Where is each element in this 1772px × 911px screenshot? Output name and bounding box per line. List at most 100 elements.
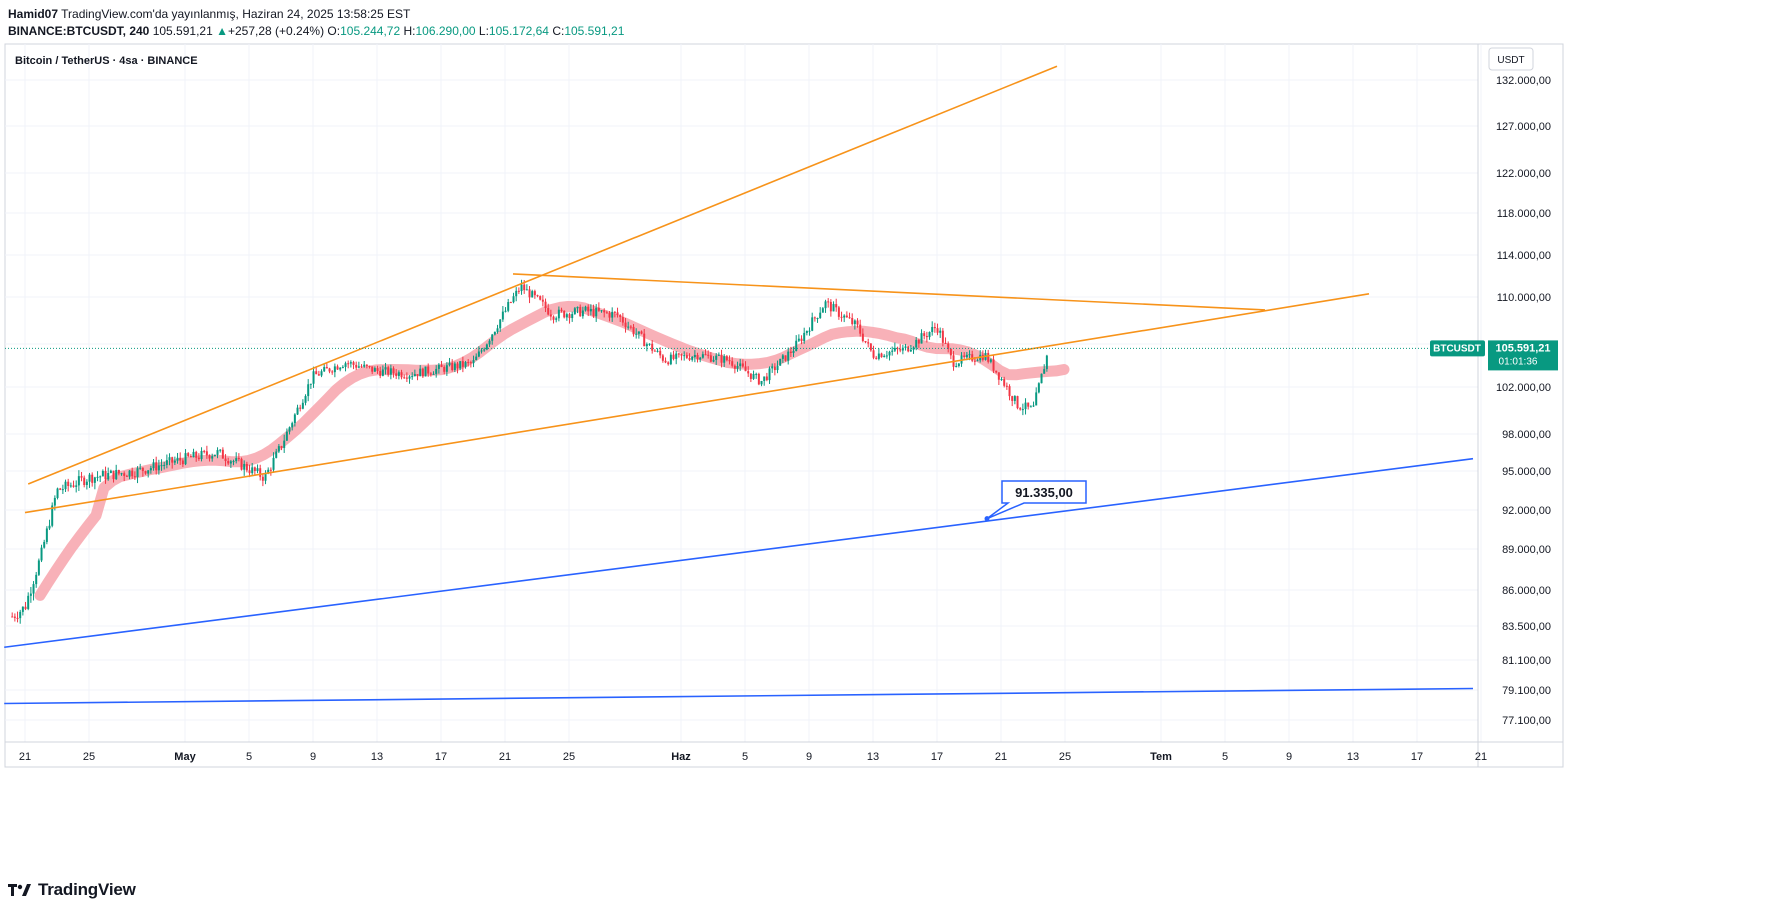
- candle-body: [587, 306, 590, 312]
- currency-button[interactable]: USDT: [1488, 47, 1534, 71]
- candle-body: [189, 456, 192, 458]
- candle-body: [384, 367, 387, 370]
- footer-brand[interactable]: TradingView: [8, 878, 136, 902]
- y-tick-label: 77.100,00: [1502, 715, 1551, 727]
- candle-body: [371, 366, 374, 372]
- candle-body: [691, 357, 694, 360]
- candle-body: [781, 355, 784, 359]
- candle-body: [45, 528, 48, 542]
- x-tick-label: 13: [371, 751, 383, 763]
- candle-body: [243, 463, 246, 470]
- candle-body: [179, 457, 182, 461]
- candle-body: [205, 451, 208, 456]
- x-tick-label: 21: [1475, 751, 1487, 763]
- candle-body: [579, 306, 582, 317]
- candle-body: [160, 465, 163, 467]
- candle-body: [563, 310, 566, 318]
- y-tick-label: 122.000,00: [1496, 168, 1551, 180]
- candle-body: [296, 407, 299, 415]
- candle-body: [467, 362, 470, 364]
- candle-body: [245, 463, 248, 471]
- candle-body: [771, 366, 774, 369]
- candle-body: [909, 349, 912, 352]
- candle-body: [856, 320, 859, 325]
- author-name[interactable]: Hamid07: [8, 7, 59, 21]
- candle-body: [331, 371, 334, 373]
- candle-body: [1016, 396, 1019, 409]
- candle-body: [827, 301, 830, 303]
- y-tick-label: 127.000,00: [1496, 121, 1551, 133]
- candle-body: [77, 476, 80, 486]
- bar-countdown: 01:01:36: [1499, 356, 1538, 367]
- candle-body: [947, 343, 950, 350]
- candle-body: [360, 366, 363, 368]
- candle-body: [832, 304, 835, 312]
- x-tick-label: 21: [19, 751, 31, 763]
- candle-body: [1043, 369, 1046, 374]
- candle-body: [504, 310, 507, 312]
- candle-body: [533, 291, 536, 296]
- y-tick-label: 114.000,00: [1497, 250, 1551, 262]
- candle-body: [581, 310, 584, 317]
- candle-body: [576, 306, 579, 309]
- candle-body: [723, 356, 726, 363]
- candle-body: [291, 423, 294, 428]
- candle-body: [67, 481, 70, 486]
- candle-body: [320, 371, 323, 376]
- candle-body: [661, 355, 664, 361]
- candle-body: [347, 363, 350, 365]
- candle-body: [427, 366, 430, 374]
- x-tick-label: 5: [246, 751, 252, 763]
- candle-body: [541, 299, 544, 302]
- y-tick-label: 92.000,00: [1502, 505, 1551, 517]
- y-tick-label: 98.000,00: [1502, 429, 1551, 441]
- candle-body: [109, 470, 112, 474]
- trendlines[interactable]: [4, 65, 1474, 705]
- candle-body: [928, 332, 931, 338]
- candle-body: [421, 368, 424, 377]
- price-chart[interactable]: 132.000,00 127.000,00 122.000,00 118.000,00…: [0, 0, 1772, 875]
- candle-body: [845, 315, 848, 318]
- candle-body: [309, 383, 312, 385]
- candle-body: [229, 461, 232, 464]
- highlight-curve: [34, 301, 1070, 601]
- candle-body: [168, 457, 171, 461]
- candle-body: [221, 449, 224, 459]
- candle-body: [389, 368, 392, 375]
- candle-body: [963, 355, 966, 358]
- y-tick-label: 83.500,00: [1502, 621, 1551, 633]
- price-annotation[interactable]: 91.335,00: [984, 480, 1087, 522]
- candle-body: [603, 310, 606, 313]
- candle-body: [299, 407, 302, 409]
- candle-body: [997, 372, 1000, 380]
- base-support-line: [4, 687, 1474, 705]
- candle-body: [680, 353, 683, 356]
- candle-body: [747, 371, 750, 374]
- candle-body: [213, 454, 216, 457]
- candle-body: [475, 356, 478, 361]
- annotation-anchor-point[interactable]: [984, 516, 990, 522]
- y-tick-label: 81.100,00: [1502, 655, 1551, 667]
- candle-body: [835, 304, 838, 308]
- candle-body: [349, 362, 352, 364]
- y-tick-label: 95.000,00: [1502, 466, 1551, 478]
- candle-body: [365, 364, 368, 366]
- candle-body: [424, 366, 427, 377]
- candle-body: [352, 362, 355, 365]
- candle-body: [573, 308, 576, 315]
- candle-body: [1019, 408, 1022, 410]
- price-change: +257,28 (+0.24%): [228, 24, 325, 38]
- candle-body: [491, 334, 494, 341]
- candle-body: [739, 363, 742, 367]
- candle-body: [107, 473, 110, 480]
- x-tick-label: 9: [310, 751, 316, 763]
- candle-body: [899, 349, 902, 351]
- candle-body: [464, 362, 467, 367]
- candle-body: [869, 343, 872, 351]
- candle-body: [91, 474, 94, 483]
- candle-body: [525, 289, 528, 291]
- candle-body: [507, 302, 510, 311]
- candle-body: [285, 431, 288, 441]
- candle-body: [203, 450, 206, 452]
- candle-body: [344, 363, 347, 367]
